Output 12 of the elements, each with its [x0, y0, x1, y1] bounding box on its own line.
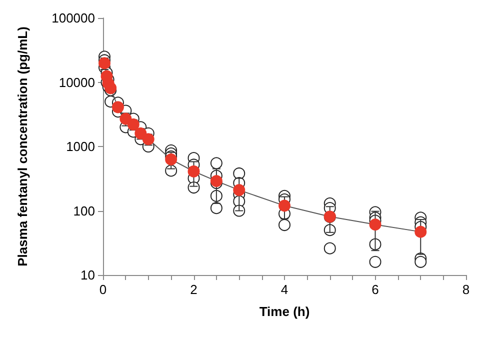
x-axis-title: Time (h): [259, 304, 310, 319]
y-tick-label: 1000: [66, 139, 95, 154]
y-axis-title: Plasma fentanyl concentration (pg/mL): [15, 26, 30, 266]
x-tick-label: 8: [462, 282, 470, 297]
y-tick-label: 10: [80, 268, 95, 282]
y-tick-label: 10000: [58, 74, 95, 90]
y-tick-label: 100: [73, 203, 95, 218]
y-tick-label: 100000: [52, 10, 95, 26]
x-tick-label: 2: [190, 282, 198, 297]
x-tick-label: 4: [280, 282, 288, 297]
x-tick-label: 6: [372, 282, 379, 297]
x-tick-label: 0: [99, 282, 107, 297]
